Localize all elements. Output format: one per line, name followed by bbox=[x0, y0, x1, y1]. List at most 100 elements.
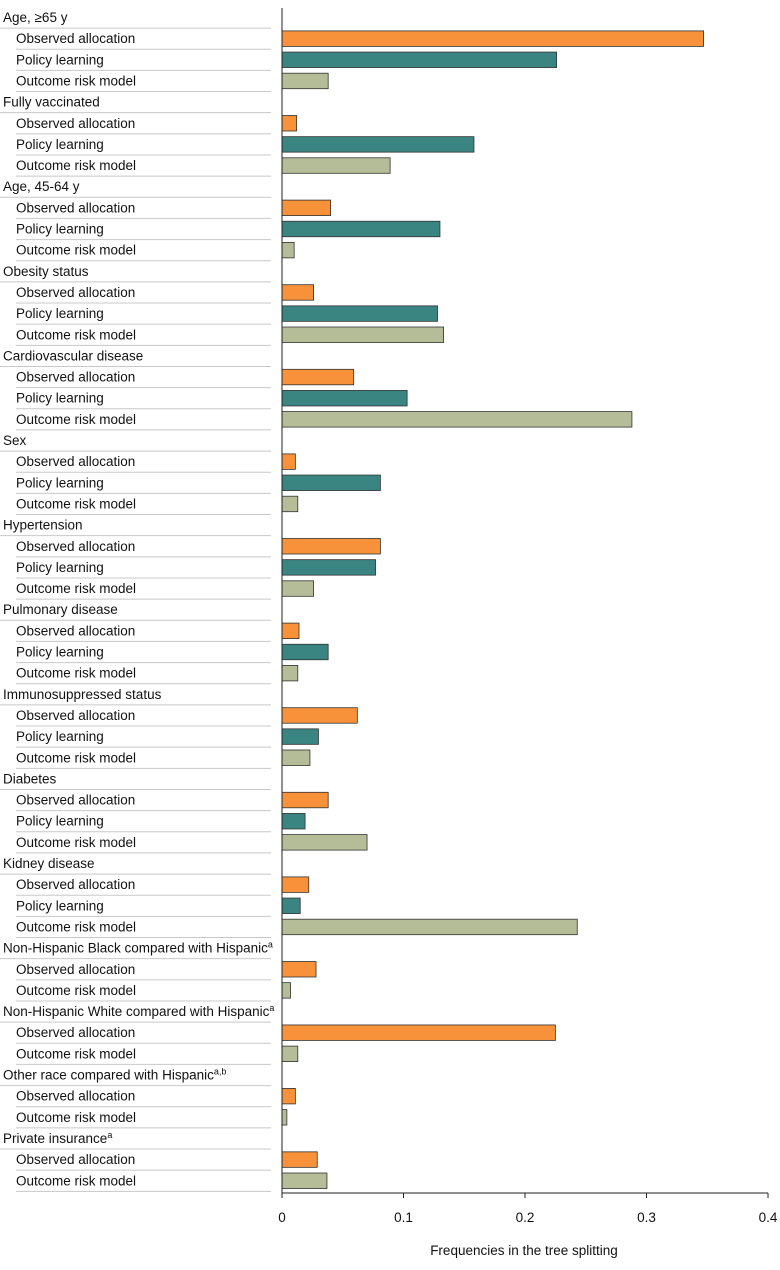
bar-label: Observed allocation bbox=[16, 962, 135, 977]
bar-label: Policy learning bbox=[16, 814, 104, 829]
bar-label: Policy learning bbox=[16, 222, 104, 237]
group-label: Kidney disease bbox=[3, 856, 95, 871]
bar-label: Outcome risk model bbox=[16, 666, 136, 681]
bar-label: Outcome risk model bbox=[16, 243, 136, 258]
bar-observed-allocation bbox=[281, 622, 300, 639]
bar-label: Outcome risk model bbox=[16, 983, 136, 998]
bar-outcome-risk-model bbox=[281, 411, 633, 428]
group-label: Obesity status bbox=[3, 264, 89, 279]
bar-policy-learning bbox=[281, 897, 301, 914]
bar-observed-allocation bbox=[281, 1088, 296, 1105]
bar-label: Policy learning bbox=[16, 52, 104, 67]
bar-outcome-risk-model bbox=[281, 326, 444, 343]
bar-policy-learning bbox=[281, 813, 306, 830]
bar-label: Observed allocation bbox=[16, 623, 135, 638]
group-label: Sex bbox=[3, 433, 27, 448]
bar-observed-allocation bbox=[281, 284, 314, 301]
group-label: Private insurancea bbox=[3, 1130, 112, 1146]
x-tick-label: 0 bbox=[278, 1210, 286, 1225]
bar-observed-allocation bbox=[281, 199, 331, 217]
bar-label: Outcome risk model bbox=[16, 750, 136, 765]
bar-outcome-risk-model bbox=[281, 241, 295, 259]
bar-label: Policy learning bbox=[16, 475, 104, 490]
bar-label: Policy learning bbox=[16, 560, 104, 575]
group-label: Fully vaccinated bbox=[3, 95, 100, 110]
group-label: Age, 45-64 y bbox=[3, 179, 80, 194]
bar-label: Observed allocation bbox=[16, 285, 135, 300]
group-label: Immunosuppressed status bbox=[3, 687, 162, 702]
bar-label: Outcome risk model bbox=[16, 327, 136, 342]
bar-policy-learning bbox=[281, 559, 376, 576]
bar-outcome-risk-model bbox=[281, 1172, 328, 1189]
x-tick-label: 0.3 bbox=[637, 1210, 656, 1225]
bar-label: Outcome risk model bbox=[16, 1173, 136, 1188]
bar-observed-allocation bbox=[281, 876, 310, 893]
bar-outcome-risk-model bbox=[281, 72, 329, 90]
bar-label: Observed allocation bbox=[16, 1025, 135, 1040]
bar-label: Outcome risk model bbox=[16, 158, 136, 173]
bar-label: Observed allocation bbox=[16, 539, 135, 554]
bar-observed-allocation bbox=[281, 961, 317, 978]
x-tick-label: 0.2 bbox=[516, 1210, 535, 1225]
bar-label: Policy learning bbox=[16, 729, 104, 744]
bar-label: Outcome risk model bbox=[16, 496, 136, 511]
group-label: Hypertension bbox=[3, 518, 83, 533]
bar-label: Observed allocation bbox=[16, 877, 135, 892]
bar-label: Observed allocation bbox=[16, 1089, 135, 1104]
bar-label: Outcome risk model bbox=[16, 581, 136, 596]
x-tick-label: 0.4 bbox=[759, 1210, 778, 1225]
bar-outcome-risk-model bbox=[281, 834, 368, 851]
bar-label: Outcome risk model bbox=[16, 73, 136, 88]
bar-label: Observed allocation bbox=[16, 793, 135, 808]
x-tick-label: 0.1 bbox=[394, 1210, 413, 1225]
bar-outcome-risk-model bbox=[281, 1045, 299, 1062]
bar-policy-learning bbox=[281, 643, 329, 661]
bar-outcome-risk-model bbox=[281, 982, 291, 999]
bar-label: Policy learning bbox=[16, 898, 104, 913]
bar-label: Outcome risk model bbox=[16, 919, 136, 934]
bar-observed-allocation bbox=[281, 115, 297, 132]
group-label: Non-Hispanic Black compared with Hispani… bbox=[3, 940, 273, 956]
bar-label: Observed allocation bbox=[16, 454, 135, 469]
bar-outcome-risk-model bbox=[281, 157, 391, 174]
bar-label: Observed allocation bbox=[16, 31, 135, 46]
bar-label: Observed allocation bbox=[16, 708, 135, 723]
bar-label: Policy learning bbox=[16, 391, 104, 406]
bar-policy-learning bbox=[281, 728, 319, 745]
bar-label: Policy learning bbox=[16, 645, 104, 660]
bar-observed-allocation bbox=[281, 1024, 556, 1041]
bar-observed-allocation bbox=[281, 538, 381, 555]
bar-observed-allocation bbox=[281, 1151, 318, 1168]
bar-label: Outcome risk model bbox=[16, 1046, 136, 1061]
bar-outcome-risk-model bbox=[281, 1109, 288, 1126]
bar-observed-allocation bbox=[281, 707, 358, 724]
bar-outcome-risk-model bbox=[281, 665, 299, 682]
bar-observed-allocation bbox=[281, 453, 296, 470]
bar-label: Policy learning bbox=[16, 137, 104, 152]
bar-label: Outcome risk model bbox=[16, 1110, 136, 1125]
group-label: Non-Hispanic White compared with Hispani… bbox=[3, 1003, 274, 1019]
bar-policy-learning bbox=[281, 390, 408, 407]
bar-label: Observed allocation bbox=[16, 370, 135, 385]
bar-policy-learning bbox=[281, 474, 381, 491]
bar-policy-learning bbox=[281, 220, 441, 238]
bar-outcome-risk-model bbox=[281, 749, 311, 766]
x-axis-title: Frequencies in the tree splitting bbox=[430, 1243, 618, 1258]
bar-outcome-risk-model bbox=[281, 495, 299, 513]
bar-observed-allocation bbox=[281, 368, 355, 386]
bar-observed-allocation bbox=[281, 30, 705, 47]
bar-outcome-risk-model bbox=[281, 918, 578, 936]
bar-outcome-risk-model bbox=[281, 580, 314, 597]
bar-label: Observed allocation bbox=[16, 200, 135, 215]
bar-policy-learning bbox=[281, 51, 557, 68]
bar-policy-learning bbox=[281, 305, 438, 322]
bar-label: Observed allocation bbox=[16, 1152, 135, 1167]
bar-policy-learning bbox=[281, 136, 475, 153]
bar-label: Outcome risk model bbox=[16, 835, 136, 850]
bar-label: Outcome risk model bbox=[16, 412, 136, 427]
group-label: Other race compared with Hispanica,b bbox=[3, 1067, 226, 1083]
bar-observed-allocation bbox=[281, 791, 329, 809]
group-label: Cardiovascular disease bbox=[3, 348, 143, 363]
group-label: Pulmonary disease bbox=[3, 602, 118, 617]
